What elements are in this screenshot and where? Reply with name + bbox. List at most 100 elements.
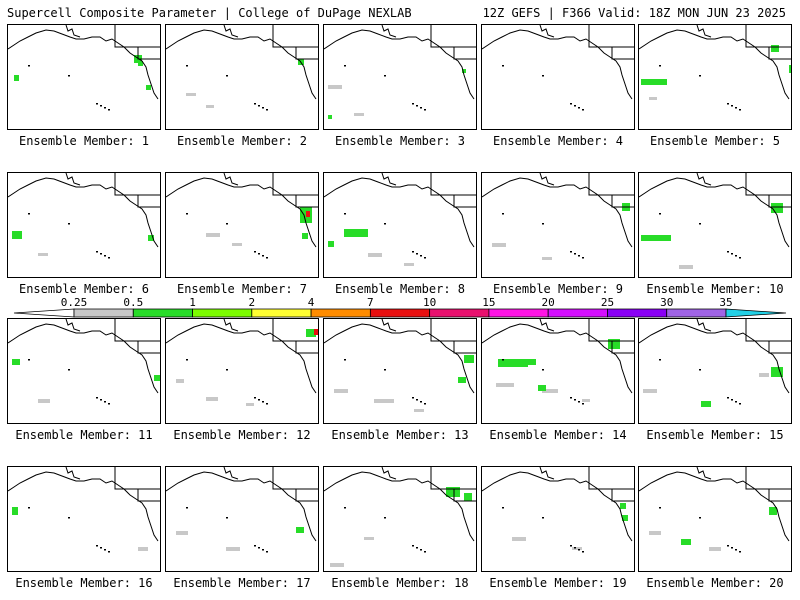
colorbar-segment [666, 308, 727, 318]
ensemble-member-panel[interactable] [165, 172, 319, 278]
island-marker [735, 255, 737, 257]
ensemble-member-panel[interactable] [481, 466, 635, 572]
island-marker [258, 399, 260, 401]
island-marker [727, 103, 729, 105]
scp-shading [759, 373, 769, 377]
island-marker [578, 107, 580, 109]
scp-shading [538, 385, 546, 391]
ensemble-member-label: Ensemble Member: 9 [492, 282, 624, 296]
scp-shading [679, 265, 693, 269]
ensemble-member-label: Ensemble Member: 15 [646, 428, 784, 442]
ensemble-member-panel[interactable] [638, 24, 792, 130]
border-line [588, 173, 634, 196]
ensemble-member-panel[interactable] [165, 24, 319, 130]
scp-shading [302, 233, 308, 239]
scp-shading [496, 383, 514, 387]
island-marker [254, 545, 256, 547]
scp-shading [641, 235, 671, 241]
island-marker [344, 65, 346, 67]
coastline [8, 471, 159, 542]
colorbar-tick-label: 0.5 [123, 296, 144, 309]
coastline [696, 467, 712, 480]
border-line [272, 319, 318, 342]
colorbar-tick-label: 15 [482, 296, 496, 309]
border-line [745, 319, 791, 342]
island-marker [104, 401, 106, 403]
ensemble-member-panel[interactable] [323, 466, 477, 572]
ensemble-member-panel[interactable] [7, 318, 161, 424]
island-marker [258, 253, 260, 255]
ensemble-member-label: Ensemble Member: 7 [176, 282, 308, 296]
ensemble-member-label: Ensemble Member: 2 [176, 134, 308, 148]
ensemble-member-panel[interactable] [165, 318, 319, 424]
coastline [223, 25, 239, 38]
scp-shading [38, 253, 48, 256]
island-marker [699, 369, 701, 371]
scp-shading [330, 563, 344, 567]
valid-time: 12Z GEFS | F366 Valid: 18Z MON JUN 23 20… [482, 6, 786, 20]
ensemble-member-panel[interactable] [7, 466, 161, 572]
ensemble-member-panel[interactable] [165, 466, 319, 572]
island-marker [28, 507, 30, 509]
island-marker [100, 399, 102, 401]
ensemble-member-panel[interactable] [481, 172, 635, 278]
ensemble-member-panel[interactable] [638, 318, 792, 424]
border-line [430, 25, 476, 48]
scp-shading [146, 85, 151, 90]
island-marker [727, 397, 729, 399]
scp-shading [458, 377, 466, 383]
scp-shading [701, 401, 711, 407]
scp-shading [498, 359, 528, 367]
ensemble-member-panel[interactable] [7, 24, 161, 130]
island-marker [416, 253, 418, 255]
scp-shading [306, 329, 316, 337]
map-canvas [482, 173, 634, 260]
border-line [272, 173, 318, 196]
scp-shading [542, 389, 558, 393]
scp-shading [328, 85, 342, 89]
coastline [223, 319, 239, 332]
island-marker [266, 109, 268, 111]
ensemble-member-panel[interactable] [481, 318, 635, 424]
scp-shading [649, 97, 657, 100]
colorbar-segment [310, 308, 371, 318]
island-marker [420, 255, 422, 257]
border-line [611, 195, 634, 208]
ensemble-member-panel[interactable] [638, 466, 792, 572]
colorbar-segment [429, 308, 490, 318]
ensemble-member-panel[interactable] [638, 172, 792, 278]
scp-shading [622, 515, 628, 521]
scp-shading [446, 487, 460, 497]
border-line [611, 341, 634, 354]
map-canvas [324, 319, 476, 412]
border-line [768, 341, 791, 354]
island-marker [542, 75, 544, 77]
scp-shading [14, 75, 19, 81]
island-marker [739, 551, 741, 553]
ensemble-member-panel[interactable] [323, 318, 477, 424]
scp-shading [364, 537, 374, 540]
scp-shading [12, 231, 22, 239]
island-marker [659, 65, 661, 67]
map-canvas [324, 467, 476, 567]
ensemble-member-panel[interactable] [323, 172, 477, 278]
colorbar-tick-label: 4 [307, 296, 315, 309]
scp-shading [12, 507, 18, 515]
border-line [453, 489, 476, 502]
ensemble-member-label: Ensemble Member: 18 [331, 576, 469, 590]
ensemble-member-panel[interactable] [323, 24, 477, 130]
ensemble-member-panel[interactable] [481, 24, 635, 130]
coastline [8, 29, 159, 100]
island-marker [412, 251, 414, 253]
island-marker [570, 545, 572, 547]
coastline [166, 177, 317, 248]
scp-shading [38, 399, 50, 403]
ensemble-member-panel[interactable] [7, 172, 161, 278]
island-marker [574, 547, 576, 549]
map-canvas [8, 173, 160, 259]
ensemble-member-label: Ensemble Member: 10 [646, 282, 784, 296]
border-line [295, 341, 318, 354]
border-line [768, 47, 791, 60]
island-marker [416, 399, 418, 401]
colorbar-segment [192, 308, 253, 318]
